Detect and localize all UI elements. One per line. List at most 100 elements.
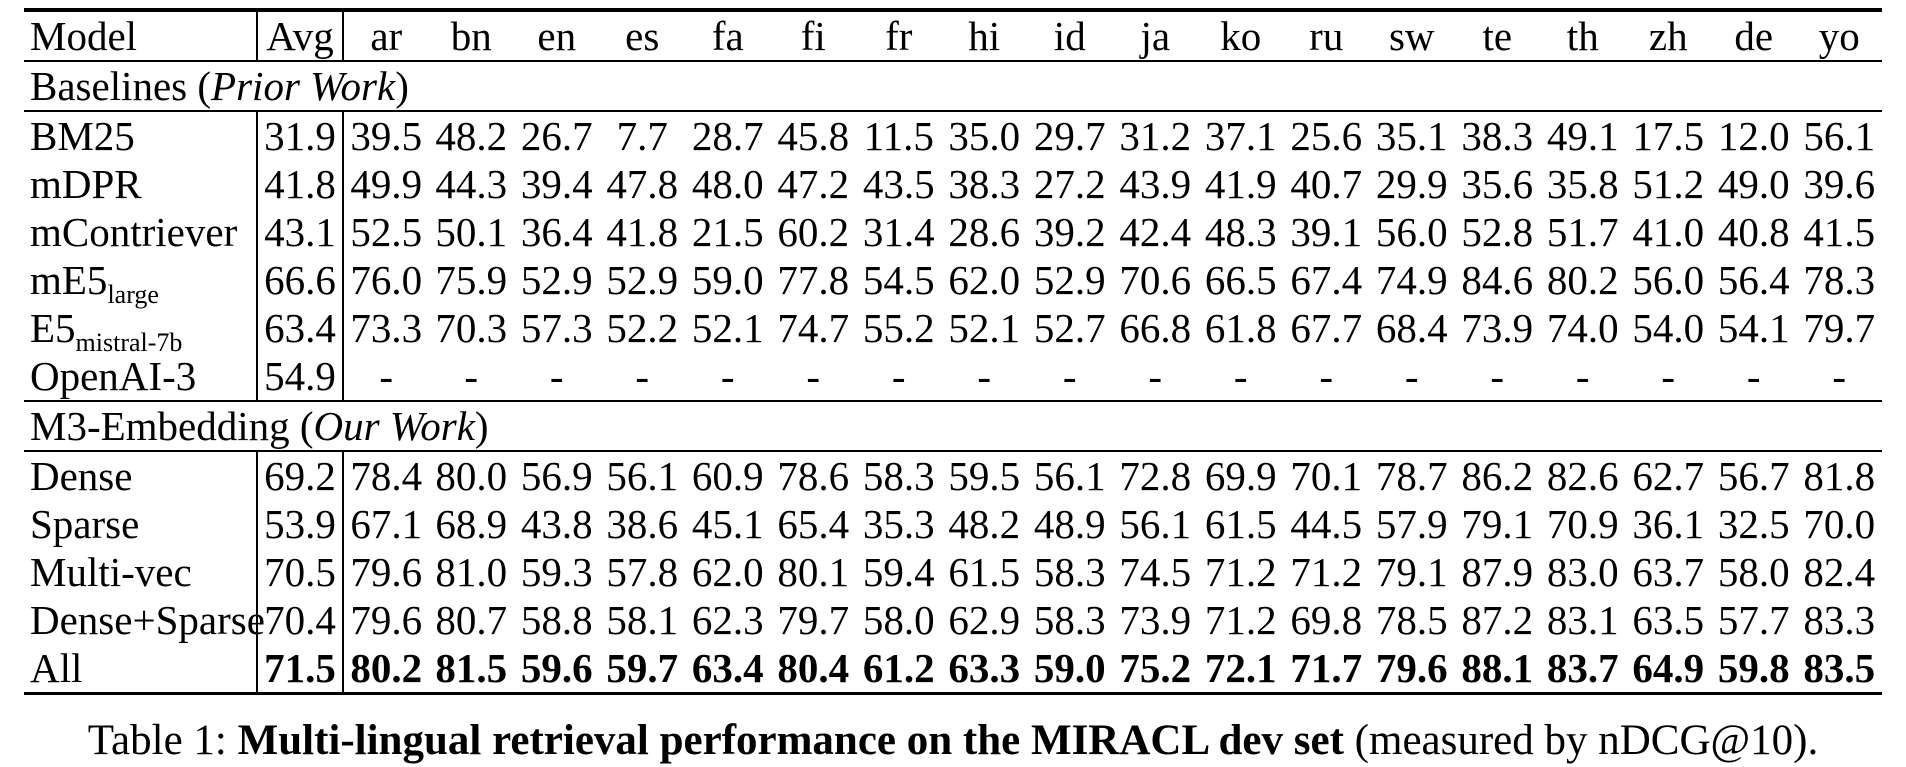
value-cell: - <box>1746 353 1761 399</box>
value-cell: 59.3 <box>520 549 593 595</box>
avg-cell: 31.9 <box>256 111 344 160</box>
value-cell: 58.0 <box>862 597 935 643</box>
section-title-close: ) <box>474 403 489 449</box>
value-cell: - <box>1233 353 1248 399</box>
value-cell: 56.1 <box>1033 453 1106 499</box>
value-cell: 56.7 <box>1717 453 1790 499</box>
value-cell: 49.0 <box>1717 161 1790 207</box>
value-cell: 52.2 <box>606 305 679 351</box>
value-cell: 59.4 <box>862 549 935 595</box>
model-cell: All <box>24 644 257 694</box>
value-cell: 61.5 <box>948 549 1021 595</box>
value-cell: 41.9 <box>1204 161 1277 207</box>
value-cell: 59.0 <box>691 257 764 303</box>
value-cell: 54.5 <box>862 257 935 303</box>
value-cell: 67.1 <box>350 501 423 547</box>
column-header-en: en <box>514 10 600 62</box>
value-cell: 62.0 <box>948 257 1021 303</box>
value-cell: 73.9 <box>1461 305 1534 351</box>
table-caption: Table 1: Multi-lingual retrieval perform… <box>24 715 1882 767</box>
model-cell: mDPR <box>24 160 257 208</box>
section-title-italic: Our Work <box>313 403 475 449</box>
value-cell: 35.0 <box>948 113 1021 159</box>
value-cell: 38.6 <box>606 501 679 547</box>
section-title-close: ) <box>395 63 409 109</box>
value-cell: 38.3 <box>948 161 1021 207</box>
column-header-th: th <box>1540 10 1626 62</box>
value-cell: 52.9 <box>1033 257 1106 303</box>
value-cell: 58.0 <box>1717 549 1790 595</box>
value-cell: 7.7 <box>616 113 668 159</box>
value-cell: 70.1 <box>1290 453 1363 499</box>
value-cell: 57.7 <box>1717 597 1790 643</box>
table-row: Dense 69.2 78.4 80.0 56.9 56.1 60.9 78.6 58.3 59.… <box>24 451 1882 500</box>
value-cell: 79.7 <box>777 597 850 643</box>
value-cell: 39.6 <box>1803 161 1876 207</box>
model-name: BM25 <box>30 113 135 159</box>
value-cell: 82.6 <box>1546 453 1619 499</box>
value-cell: 58.3 <box>1033 597 1106 643</box>
value-cell: 81.8 <box>1803 453 1876 499</box>
value-cell: 52.1 <box>948 305 1021 351</box>
value-cell: 31.2 <box>1119 113 1192 159</box>
column-header-de: de <box>1711 10 1797 62</box>
avg-cell: 53.9 <box>256 500 344 548</box>
value-cell: 28.7 <box>691 113 764 159</box>
model-name: mContriever <box>30 209 238 255</box>
value-cell: 59.0 <box>1033 645 1106 691</box>
value-cell: 66.8 <box>1119 305 1192 351</box>
value-cell: - <box>1148 353 1163 399</box>
value-cell: 11.5 <box>863 113 934 159</box>
value-cell: 43.8 <box>520 501 593 547</box>
table-row: mDPR 41.8 49.9 44.3 39.4 47.8 48.0 47.2 43.5 38.3… <box>24 160 1882 208</box>
model-subscript: mistral-7b <box>75 328 183 358</box>
model-cell: Dense+Sparse <box>24 596 265 644</box>
value-cell: 51.7 <box>1546 209 1619 255</box>
avg-cell: 66.6 <box>256 256 344 304</box>
value-cell: - <box>549 353 564 399</box>
table-row: OpenAI-3 54.9- - - - - - - - - - - - - - - - - - <box>24 352 1882 401</box>
section-title: Baselines (Prior Work) <box>24 60 1882 112</box>
value-cell: 52.8 <box>1461 209 1534 255</box>
model-name: Dense <box>30 453 133 499</box>
value-cell: - <box>1661 353 1676 399</box>
value-cell: 79.1 <box>1461 501 1534 547</box>
value-cell: 80.1 <box>777 549 850 595</box>
model-subscript: large <box>107 280 159 310</box>
value-cell: 80.2 <box>350 645 423 691</box>
column-header-fr: fr <box>856 10 942 62</box>
section-title-italic: Prior Work <box>211 63 396 109</box>
value-cell: 77.8 <box>777 257 850 303</box>
value-cell: 48.2 <box>435 113 508 159</box>
column-header-avg: Avg <box>256 10 344 62</box>
value-cell: 65.4 <box>777 501 850 547</box>
caption-suffix: (measured by nDCG@10). <box>1343 717 1819 764</box>
table-row: mContriever 43.1 52.5 50.1 36.4 41.8 21.5 60.2 3… <box>24 208 1882 256</box>
value-cell: 57.3 <box>520 305 593 351</box>
column-header-yo: yo <box>1796 10 1882 62</box>
value-cell: 67.4 <box>1290 257 1363 303</box>
value-cell: 59.8 <box>1717 645 1790 691</box>
section-header-row: M3-Embedding (Our Work) <box>24 400 1882 452</box>
value-cell: 82.4 <box>1803 549 1876 595</box>
value-cell: 83.3 <box>1803 597 1876 643</box>
value-cell: 29.7 <box>1033 113 1106 159</box>
column-header-es: es <box>599 10 685 62</box>
value-cell: 56.1 <box>1803 113 1876 159</box>
table-row: Dense+Sparse 70.4 79.6 80.7 58.8 58.1 62.3 79.7… <box>24 596 1882 644</box>
value-cell: 56.0 <box>1375 209 1448 255</box>
value-cell: 32.5 <box>1717 501 1790 547</box>
value-cell: 59.7 <box>606 645 679 691</box>
value-cell: 38.3 <box>1461 113 1534 159</box>
value-cell: 62.0 <box>691 549 764 595</box>
model-cell: BM25 <box>24 111 257 160</box>
value-cell: 35.8 <box>1546 161 1619 207</box>
value-cell: 47.2 <box>777 161 850 207</box>
value-cell: 31.4 <box>862 209 935 255</box>
column-header-fa: fa <box>685 10 771 62</box>
model-name: mDPR <box>30 161 142 207</box>
value-cell: - <box>1575 353 1590 399</box>
value-cell: 41.8 <box>606 209 679 255</box>
section-title: M3-Embedding (Our Work) <box>24 400 1882 452</box>
value-cell: 60.9 <box>691 453 764 499</box>
